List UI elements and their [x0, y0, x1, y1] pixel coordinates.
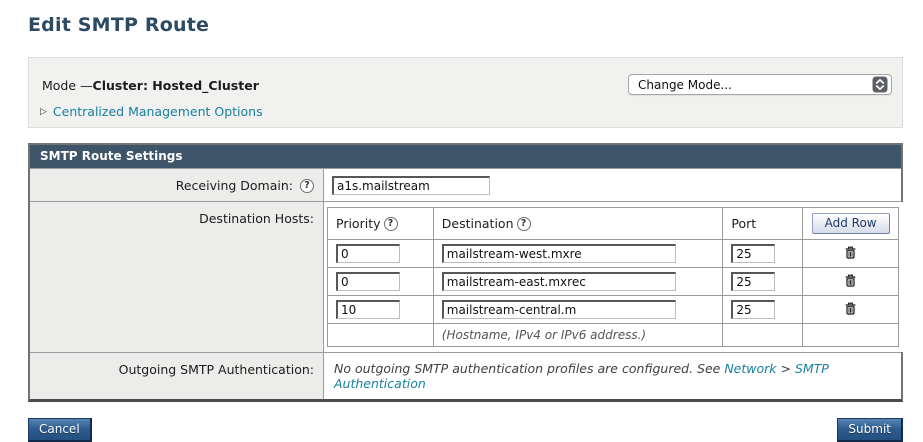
add-row-header-cell: Add Row — [802, 207, 899, 240]
port-input[interactable] — [731, 300, 776, 319]
destination-hosts-label: Destination Hosts: — [199, 211, 314, 226]
trash-icon — [843, 246, 858, 263]
port-input[interactable] — [731, 244, 776, 263]
outgoing-auth-label: Outgoing SMTP Authentication: — [118, 362, 314, 377]
priority-input[interactable] — [336, 300, 400, 319]
edit-smtp-route-page: Edit SMTP Route Mode —Cluster: Hosted_Cl… — [28, 0, 905, 442]
centralized-management-options: ▷ Centralized Management Options — [40, 104, 263, 119]
port-header-label: Port — [731, 216, 757, 231]
change-mode-select[interactable]: Change Mode... — [628, 74, 892, 95]
outgoing-smtp-auth-row: Outgoing SMTP Authentication: No outgoin… — [30, 352, 901, 399]
receiving-domain-input[interactable] — [332, 176, 490, 195]
smtp-route-settings-table: SMTP Route Settings Receiving Domain: ? … — [28, 143, 905, 402]
auth-link-separator: > — [776, 361, 795, 376]
priority-header-label: Priority — [336, 215, 381, 231]
host-row — [327, 239, 899, 268]
mode-text: Mode —Cluster: Hosted_Cluster — [42, 78, 259, 93]
cancel-button[interactable]: Cancel — [28, 418, 92, 442]
add-row-button[interactable]: Add Row — [811, 213, 890, 234]
host-row — [327, 267, 899, 296]
section-header: SMTP Route Settings — [30, 145, 901, 168]
destination-hosts-value-cell: Priority? Destination? Port Add Row — [324, 202, 905, 352]
host-row — [327, 295, 899, 324]
outgoing-auth-label-cell: Outgoing SMTP Authentication: — [30, 353, 324, 399]
destination-input[interactable] — [441, 300, 676, 319]
smtp-authentication-link[interactable]: SMTP Authentication — [334, 361, 829, 391]
port-column-header: Port — [722, 207, 804, 240]
destination-hosts-row: Destination Hosts: Priority? Destination… — [30, 201, 905, 352]
disclosure-triangle-icon[interactable]: ▷ — [40, 106, 47, 117]
receiving-domain-label: Receiving Domain: — [175, 178, 294, 193]
outgoing-auth-text: No outgoing SMTP authentication profiles… — [334, 361, 725, 376]
destination-input[interactable] — [441, 272, 676, 291]
receiving-domain-label-cell: Receiving Domain: ? — [30, 169, 324, 201]
select-stepper-icon — [872, 76, 888, 93]
mode-label: Mode — — [42, 78, 93, 93]
footer-actions: Cancel Submit — [28, 418, 903, 442]
priority-column-header: Priority? — [327, 207, 434, 240]
delete-row-button[interactable] — [843, 301, 858, 316]
mode-box: Mode —Cluster: Hosted_Cluster Change Mod… — [28, 57, 903, 128]
destination-input[interactable] — [441, 244, 676, 263]
delete-row-button[interactable] — [843, 273, 858, 288]
change-mode-selected-value: Change Mode... — [638, 77, 732, 92]
destination-column-header: Destination? — [432, 207, 724, 240]
mode-value: Cluster: Hosted_Cluster — [92, 78, 259, 93]
network-link[interactable]: Network — [724, 361, 777, 376]
page-title: Edit SMTP Route — [28, 14, 210, 36]
hostname-format-note: (Hostname, IPv4 or IPv6 address.) — [432, 323, 724, 347]
centralized-management-options-link[interactable]: Centralized Management Options — [52, 104, 263, 119]
destination-hosts-table: Priority? Destination? Port Add Row — [327, 207, 899, 347]
destination-header-label: Destination — [441, 215, 514, 231]
destination-help-icon[interactable]: ? — [516, 217, 531, 232]
priority-input[interactable] — [336, 244, 400, 263]
trash-icon — [843, 302, 858, 319]
priority-help-icon[interactable]: ? — [383, 217, 398, 232]
destination-hosts-label-cell: Destination Hosts: — [30, 202, 324, 352]
submit-button[interactable]: Submit — [837, 418, 903, 442]
trash-icon — [843, 274, 858, 291]
hosts-note-row: (Hostname, IPv4 or IPv6 address.) — [327, 323, 899, 347]
port-input[interactable] — [731, 272, 776, 291]
receiving-domain-row: Receiving Domain: ? — [30, 168, 901, 201]
outgoing-auth-value-cell: No outgoing SMTP authentication profiles… — [324, 353, 901, 399]
receiving-domain-help-icon[interactable]: ? — [300, 178, 314, 193]
delete-row-button[interactable] — [843, 245, 858, 260]
receiving-domain-value-cell — [324, 169, 901, 201]
priority-input[interactable] — [336, 272, 400, 291]
hosts-header-row: Priority? Destination? Port Add Row — [327, 207, 899, 240]
